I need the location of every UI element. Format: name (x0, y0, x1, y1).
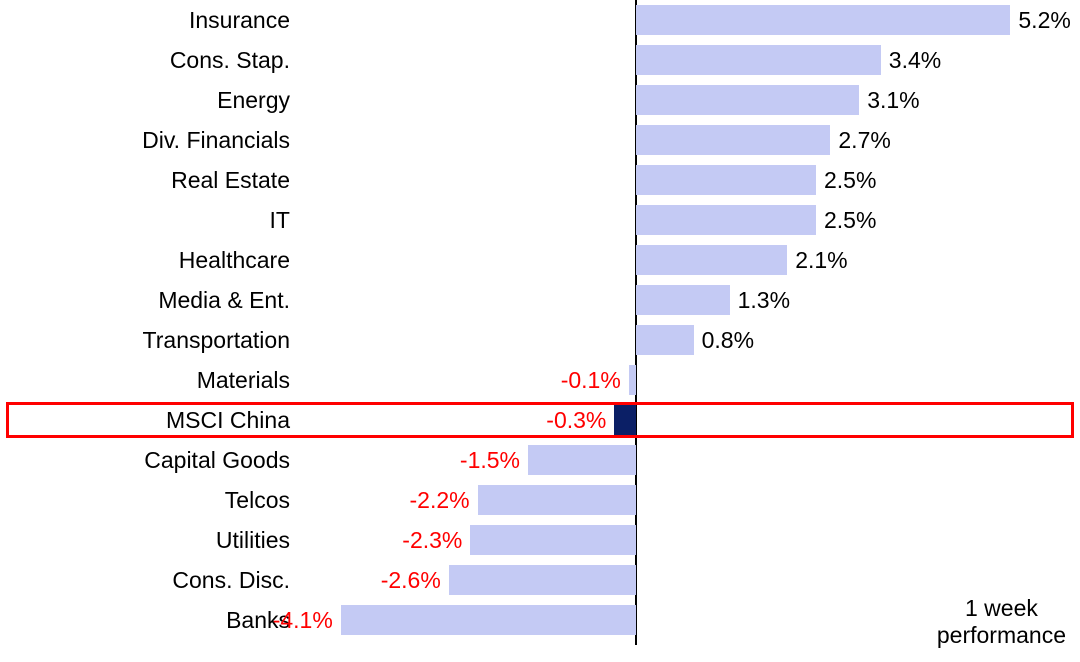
value-label: -2.2% (0, 485, 470, 515)
bar (636, 245, 787, 275)
value-label: -2.3% (0, 525, 462, 555)
category-label: IT (0, 205, 290, 235)
category-label: Real Estate (0, 165, 290, 195)
category-label: Insurance (0, 5, 290, 35)
bar (636, 325, 694, 355)
value-label: 2.7% (838, 125, 890, 155)
value-label: -0.1% (0, 365, 621, 395)
category-label: Media & Ent. (0, 285, 290, 315)
bar (341, 605, 636, 635)
value-label: -2.6% (0, 565, 441, 595)
value-label: 0.8% (702, 325, 754, 355)
value-label: 1.3% (738, 285, 790, 315)
value-label: -0.3% (0, 405, 606, 435)
value-label: 2.5% (824, 205, 876, 235)
category-label: Cons. Stap. (0, 45, 290, 75)
bar (449, 565, 636, 595)
bar (636, 5, 1010, 35)
sector-performance-chart: 1 week performance Insurance 5.2% Cons. St… (0, 0, 1080, 662)
category-label: Div. Financials (0, 125, 290, 155)
bar (636, 85, 859, 115)
bar (636, 45, 881, 75)
bar (528, 445, 636, 475)
bar (636, 205, 816, 235)
footer-label: 1 week performance (937, 595, 1066, 648)
value-label: -4.1% (0, 605, 333, 635)
category-label: Energy (0, 85, 290, 115)
bar (636, 125, 830, 155)
value-label: 3.4% (889, 45, 941, 75)
category-label: Healthcare (0, 245, 290, 275)
value-label: -1.5% (0, 445, 520, 475)
category-label: Transportation (0, 325, 290, 355)
bar (636, 285, 730, 315)
bar (470, 525, 636, 555)
value-label: 2.5% (824, 165, 876, 195)
bar (629, 365, 636, 395)
bar (478, 485, 636, 515)
bar (636, 165, 816, 195)
value-label: 2.1% (795, 245, 847, 275)
bar-highlight (614, 405, 636, 435)
value-label: 3.1% (867, 85, 919, 115)
value-label: 5.2% (1018, 5, 1070, 35)
